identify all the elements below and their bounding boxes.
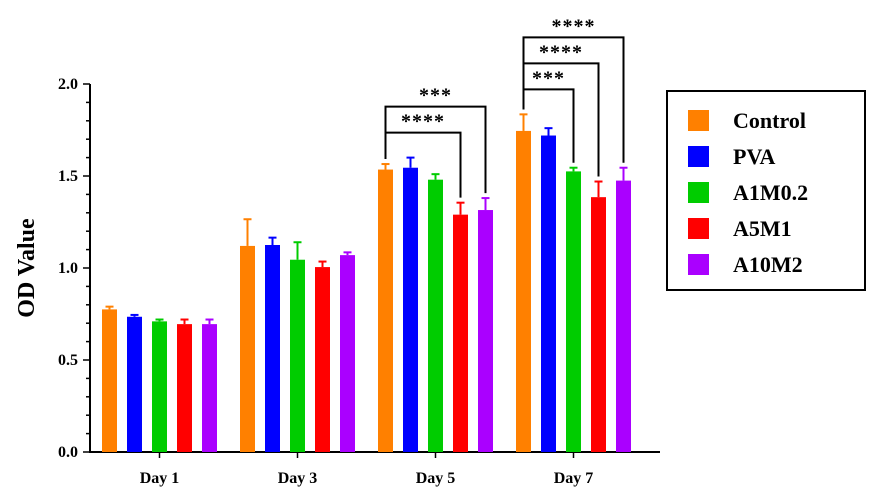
bar — [152, 321, 167, 452]
y-tick-label: 0.0 — [58, 444, 78, 461]
bar — [340, 255, 355, 452]
legend-swatch — [688, 254, 709, 275]
x-tick-label: Day 1 — [140, 470, 180, 487]
bar — [516, 130, 531, 453]
significance-label: **** — [552, 15, 596, 37]
legend-label: Control — [733, 108, 806, 133]
y-tick-label: 1.0 — [58, 260, 78, 277]
bar — [177, 324, 192, 452]
significance-label: *** — [532, 67, 565, 89]
legend-swatch — [688, 218, 709, 239]
bar — [265, 245, 280, 452]
x-tick-label: Day 3 — [278, 470, 318, 487]
bar — [566, 171, 581, 452]
legend-label: A5M1 — [733, 216, 792, 241]
bar — [453, 214, 468, 452]
bar — [127, 316, 142, 452]
bar — [290, 259, 305, 452]
bar — [202, 324, 217, 452]
bar — [240, 245, 255, 452]
y-axis-title: OD Value — [14, 218, 40, 318]
y-tick-label: 1.5 — [58, 168, 78, 185]
bar — [378, 169, 393, 452]
bar — [102, 309, 117, 452]
y-tick-label: 0.5 — [58, 352, 78, 369]
legend-swatch — [688, 182, 709, 203]
x-tick-label: Day 7 — [554, 470, 594, 487]
x-tick-label: Day 5 — [416, 470, 456, 487]
legend-swatch — [688, 146, 709, 167]
legend-label: PVA — [733, 144, 775, 169]
significance-bracket — [384, 105, 487, 194]
bar — [403, 167, 418, 452]
bar — [428, 179, 443, 452]
significance-label: *** — [419, 85, 452, 107]
legend-label: A10M2 — [733, 252, 803, 277]
significance-label: **** — [539, 41, 583, 63]
bar — [315, 267, 330, 452]
legend-swatch — [688, 110, 709, 131]
bar — [541, 135, 556, 452]
bar — [478, 210, 493, 452]
significance-bracket — [384, 131, 462, 198]
bar — [591, 197, 606, 452]
significance-label: **** — [401, 111, 445, 133]
significance-bracket — [522, 36, 625, 163]
y-tick-label: 2.0 — [58, 76, 78, 93]
legend-label: A1M0.2 — [733, 180, 808, 205]
bar — [616, 180, 631, 452]
